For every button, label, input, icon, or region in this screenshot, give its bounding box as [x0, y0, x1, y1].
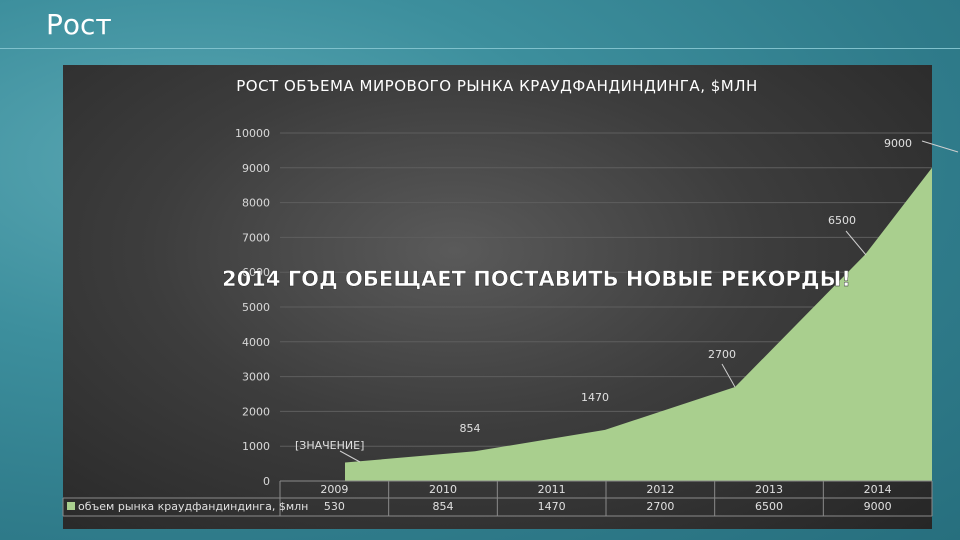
y-tick-label: 9000 — [242, 162, 270, 175]
data-label: 2700 — [708, 348, 736, 361]
y-tick-label: 0 — [263, 475, 270, 488]
chart-title: РОСТ ОБЪЕМА МИРОВОГО РЫНКА КРАУДФАНДИНДИ… — [236, 77, 758, 95]
y-tick-label: 3000 — [242, 371, 270, 384]
table-value: 1470 — [538, 500, 566, 513]
table-value: 530 — [324, 500, 345, 513]
y-tick-label: 8000 — [242, 197, 270, 210]
title-divider — [0, 48, 960, 49]
y-tick-label: 1000 — [242, 440, 270, 453]
x-category-label: 2009 — [320, 483, 348, 496]
x-category-label: 2011 — [538, 483, 566, 496]
x-category-label: 2012 — [646, 483, 674, 496]
annotation-text: 2014 ГОД ОБЕЩАЕТ ПОСТАВИТЬ НОВЫЕ РЕКОРДЫ… — [222, 267, 851, 291]
area-series — [345, 167, 932, 482]
x-category-label: 2010 — [429, 483, 457, 496]
data-label: 854 — [460, 422, 481, 435]
slide-title: Рост — [46, 8, 112, 41]
y-tick-label: 5000 — [242, 301, 270, 314]
legend-label: объем рынка краудфандиндинга, $млн — [78, 500, 308, 513]
data-label: 6500 — [828, 214, 856, 227]
data-label: 9000 — [884, 137, 912, 150]
data-label-leader — [845, 230, 867, 256]
table-value: 2700 — [646, 500, 674, 513]
y-tick-label: 2000 — [242, 405, 270, 418]
data-label-leader — [921, 140, 959, 153]
table-value: 6500 — [755, 500, 783, 513]
legend-swatch — [67, 502, 75, 510]
x-category-label: 2014 — [864, 483, 892, 496]
data-label: [ЗНАЧЕНИЕ] — [295, 439, 364, 452]
y-tick-label: 4000 — [242, 336, 270, 349]
table-value: 854 — [433, 500, 454, 513]
x-category-label: 2013 — [755, 483, 783, 496]
y-tick-label: 10000 — [235, 127, 270, 140]
data-label: 1470 — [581, 391, 609, 404]
y-tick-label: 7000 — [242, 231, 270, 244]
y-tick-label: 6000 — [242, 266, 270, 279]
data-label-leader — [339, 450, 361, 463]
table-value: 9000 — [864, 500, 892, 513]
data-label-leader — [721, 363, 736, 388]
